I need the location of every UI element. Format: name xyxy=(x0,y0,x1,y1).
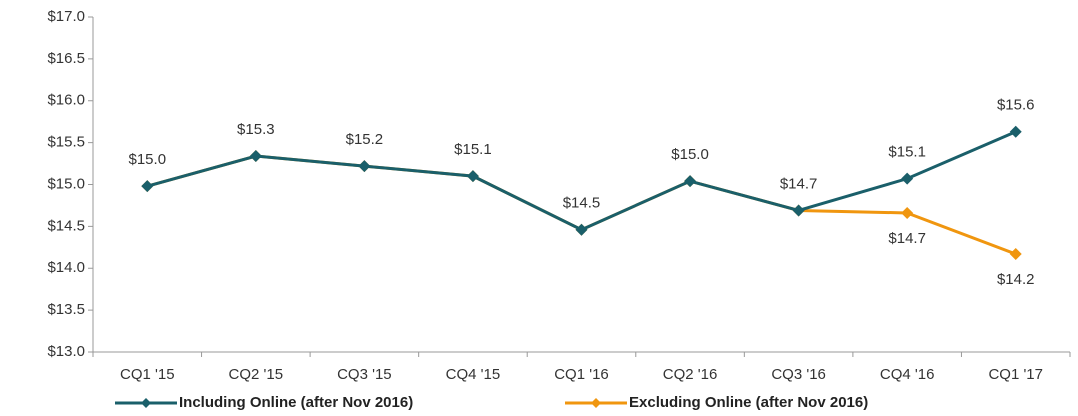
data-point xyxy=(901,206,914,219)
data-label: $15.2 xyxy=(346,131,384,148)
x-tick-label: CQ1 '17 xyxy=(988,366,1043,383)
data-point xyxy=(901,172,914,185)
data-point xyxy=(466,170,479,183)
x-tick-label: CQ2 '16 xyxy=(663,366,718,383)
y-tick-label: $15.0 xyxy=(47,175,85,192)
data-label: $14.7 xyxy=(888,230,926,247)
x-tick-label: CQ4 '16 xyxy=(880,366,935,383)
data-label: $15.0 xyxy=(129,151,167,168)
legend-marker xyxy=(141,398,151,408)
data-point xyxy=(1009,125,1022,138)
data-point xyxy=(575,223,588,236)
series-line xyxy=(146,130,1017,232)
data-label: $15.0 xyxy=(671,146,709,163)
x-tick-label: CQ1 '16 xyxy=(554,366,609,383)
data-point xyxy=(1009,248,1022,261)
data-point xyxy=(141,180,154,193)
y-tick-label: $14.0 xyxy=(47,259,85,276)
x-tick-label: CQ2 '15 xyxy=(229,366,284,383)
legend-label: Excluding Online (after Nov 2016) xyxy=(629,394,868,411)
legend-marker xyxy=(591,398,601,408)
data-label: $14.7 xyxy=(780,175,818,192)
data-point xyxy=(684,175,697,188)
data-point xyxy=(358,160,371,173)
data-label: $14.5 xyxy=(563,195,601,212)
data-label: $15.6 xyxy=(997,97,1035,114)
y-tick-label: $13.0 xyxy=(47,343,85,360)
x-tick-label: CQ3 '16 xyxy=(771,366,826,383)
data-point xyxy=(792,204,805,217)
y-tick-label: $16.0 xyxy=(47,92,85,109)
data-label: $15.3 xyxy=(237,121,275,138)
y-tick-label: $16.5 xyxy=(47,50,85,67)
x-tick-label: CQ3 '15 xyxy=(337,366,392,383)
y-tick-label: $13.5 xyxy=(47,301,85,318)
x-tick-label: CQ4 '15 xyxy=(446,366,501,383)
data-label: $15.1 xyxy=(454,141,492,158)
x-tick-label: CQ1 '15 xyxy=(120,366,175,383)
data-label: $14.2 xyxy=(997,271,1035,288)
y-tick-label: $15.5 xyxy=(47,134,85,151)
data-point xyxy=(249,150,262,163)
y-tick-label: $17.0 xyxy=(47,8,85,25)
y-tick-label: $14.5 xyxy=(47,217,85,234)
legend-label: Including Online (after Nov 2016) xyxy=(179,394,413,411)
data-label: $15.1 xyxy=(888,144,926,161)
